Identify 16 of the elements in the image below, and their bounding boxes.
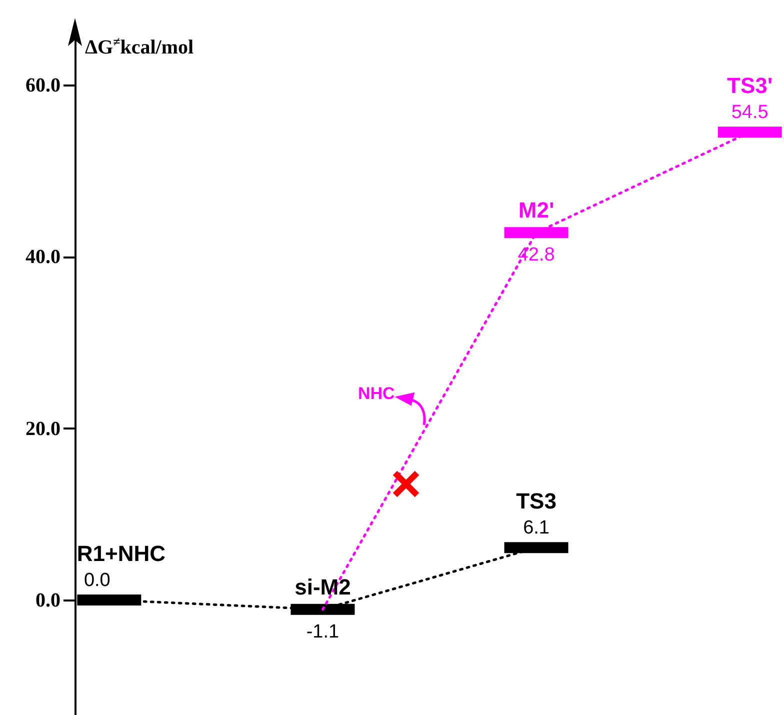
y-tick-label: 40.0	[26, 246, 60, 268]
data-label: -1.1	[306, 621, 340, 642]
y-tick-label: 60.0	[26, 74, 60, 96]
data-label: 0.0	[84, 570, 110, 591]
y-tick-label: 20.0	[26, 418, 60, 440]
annotation: M2'	[518, 198, 554, 223]
annotation: TS3'	[727, 73, 773, 98]
data-label: 54.5	[731, 102, 768, 124]
annotation: R1+NHC	[76, 540, 166, 566]
y-axis-title: ΔG$^{≠}$kcal/mol	[85, 34, 194, 60]
y-tick-label: 0.0	[36, 589, 60, 612]
annotation: TS3	[516, 488, 556, 514]
annotation: NHC	[358, 384, 395, 404]
data-label: 6.1	[523, 518, 550, 539]
data-label: 42.8	[518, 244, 555, 266]
annotation: si-M2	[294, 574, 351, 600]
